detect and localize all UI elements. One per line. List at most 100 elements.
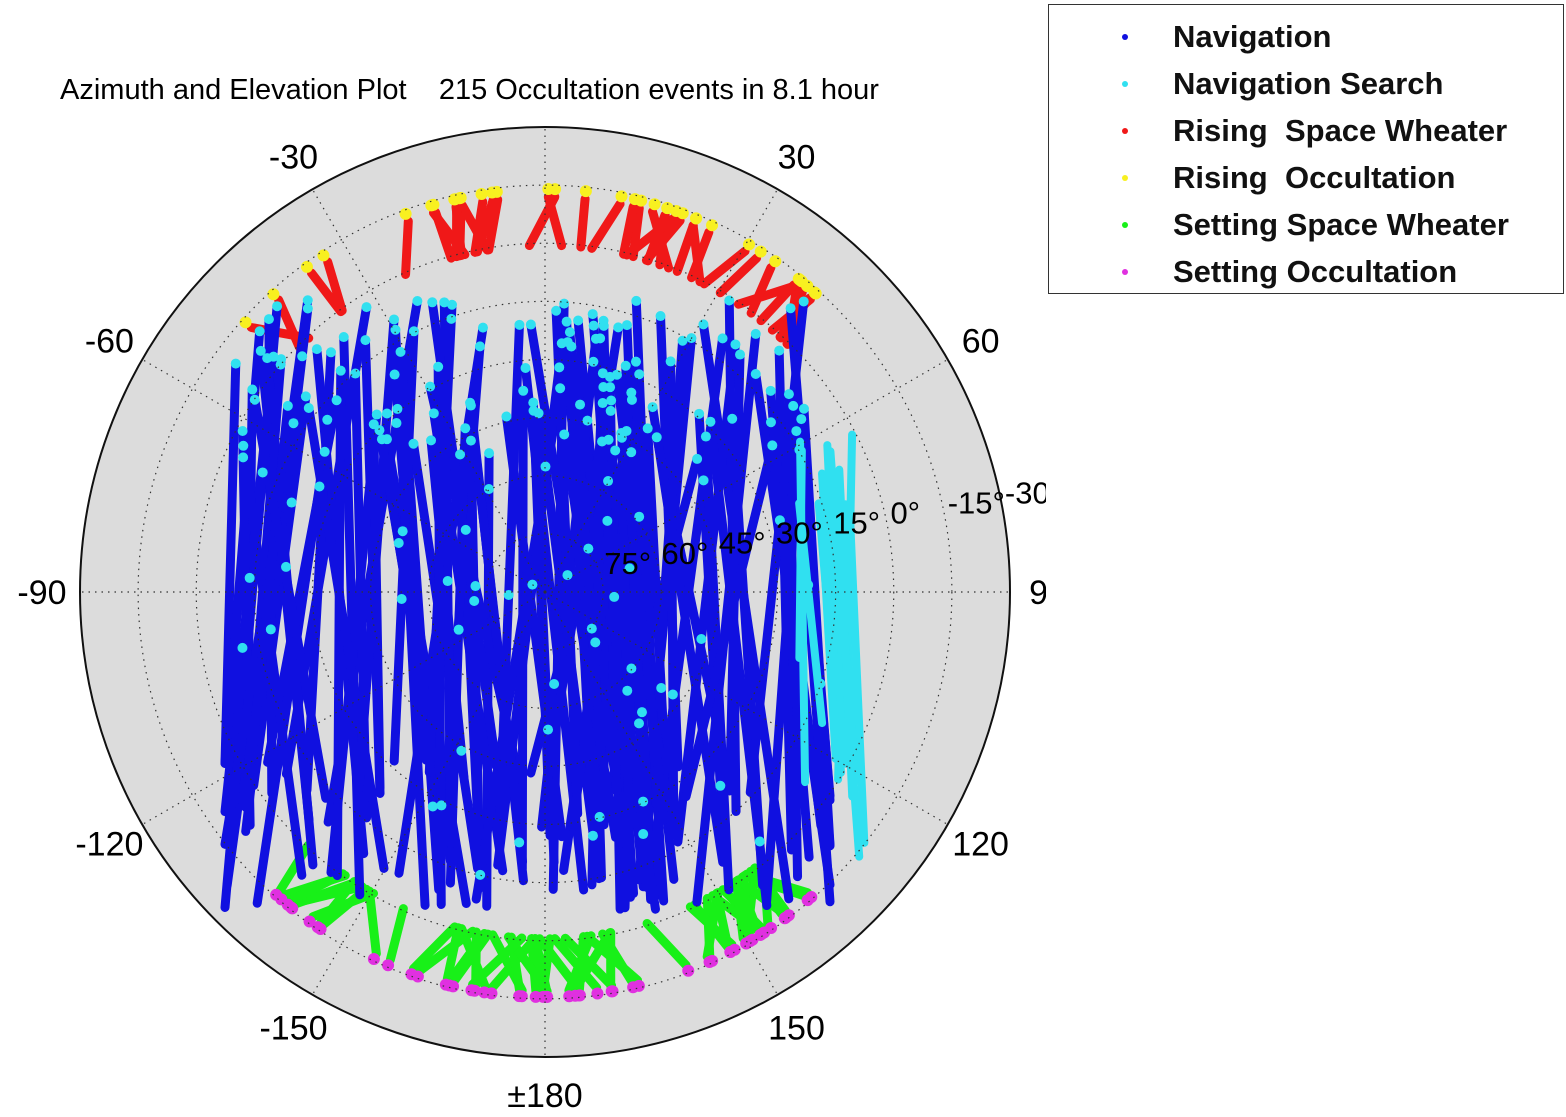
navigation-search-point <box>636 707 647 718</box>
azimuth-tick-label: 120 <box>952 826 1009 864</box>
setting-space-wheater-track <box>538 934 555 996</box>
navigation-search-point <box>727 413 738 424</box>
navigation-search-point <box>694 408 705 419</box>
rising-occultation-point <box>648 198 661 211</box>
navigation-search-point <box>453 624 464 635</box>
navigation-track <box>250 395 331 803</box>
navigation-search-point <box>564 327 575 338</box>
navigation-search-point <box>275 359 286 370</box>
navigation-search-point <box>460 524 471 535</box>
navigation-search-point <box>483 484 494 495</box>
legend-label: Setting Occultation <box>1173 254 1458 289</box>
rising-space-wheater-track <box>699 246 750 289</box>
navigation-track <box>433 362 446 909</box>
navigation-search-point <box>395 346 406 357</box>
elevation-grid-circle <box>370 417 720 767</box>
navigation-search-point <box>455 449 466 460</box>
navigation-search-point <box>551 305 562 316</box>
navigation-search-point <box>442 576 453 587</box>
navigation-search-point <box>765 385 776 396</box>
rising-space-wheater-track <box>628 203 644 262</box>
azimuth-tick-label: 90 <box>1029 574 1046 612</box>
navigation-search-point <box>319 446 330 457</box>
navigation-search-point <box>620 360 631 371</box>
series-rising-occultation <box>239 183 822 329</box>
navigation-search-point <box>677 335 688 346</box>
navigation-search-point <box>297 351 308 362</box>
navigation-search-point <box>237 426 248 437</box>
navigation-search-point <box>647 402 658 413</box>
navigation-search-point <box>447 299 458 310</box>
navigation-search-point <box>397 526 408 537</box>
navigation-track <box>465 398 528 867</box>
rising-occultation-point <box>486 186 499 199</box>
setting-space-wheater-track <box>446 928 489 985</box>
setting-occultation-point <box>405 968 418 981</box>
setting-space-wheater-track <box>442 923 463 984</box>
navigation-search-point <box>446 313 457 324</box>
elevation-grid-circle <box>486 533 604 651</box>
rising-occultation-point <box>542 183 555 196</box>
navigation-search-point <box>501 411 512 422</box>
navigation-search-point <box>389 314 400 325</box>
navigation-search-point <box>465 435 476 446</box>
navigation-search-point <box>765 417 776 428</box>
navigation-search-point <box>392 403 403 414</box>
legend-label: Navigation Search <box>1173 66 1444 101</box>
navigation-search-point <box>586 623 597 634</box>
navigation-search-point <box>603 476 614 487</box>
elevation-tick-label: 15° <box>833 506 880 541</box>
navigation-search-point <box>788 400 799 411</box>
navigation-search-point <box>302 303 313 314</box>
navigation-search-point <box>588 356 599 367</box>
polar-plot-area <box>79 126 1011 1058</box>
navigation-search-point <box>376 434 387 445</box>
navigation-search-point <box>412 295 423 306</box>
polar-chart: Azimuth and Elevation Plot 215 Occultati… <box>17 74 1046 1115</box>
elevation-grid-circle <box>428 475 662 709</box>
navigation-search-track <box>817 515 840 763</box>
navigation-search-point <box>605 405 616 416</box>
navigation-search-point <box>527 579 538 590</box>
navigation-track <box>617 433 635 902</box>
setting-occultation-point <box>682 964 695 977</box>
rising-space-wheater-track <box>484 195 503 255</box>
navigation-search-point <box>325 347 336 358</box>
rising-occultation-point <box>628 193 641 206</box>
setting-occultation-point <box>382 959 395 972</box>
navigation-search-point <box>408 438 419 449</box>
navigation-search-point <box>651 432 662 443</box>
elevation-tick-labels: 75° 60° 45° 30° 15° 0° -15°-30° <box>604 475 1046 581</box>
legend-label: Rising Space Wheater <box>1173 113 1508 148</box>
navigation-search-point <box>263 314 274 325</box>
navigation-search-point <box>610 445 621 456</box>
navigation-search-point <box>254 326 265 337</box>
setting-occultation-point <box>311 921 324 934</box>
navigation-search-point <box>626 387 637 398</box>
elevation-grid-circle <box>311 358 779 826</box>
navigation-search-point <box>561 316 572 327</box>
setting-space-wheater-track <box>291 877 360 909</box>
elevation-grid-circle <box>195 242 895 942</box>
navigation-track <box>369 419 385 793</box>
rising-occultation-point <box>239 316 252 329</box>
rising-space-wheater-track <box>641 216 685 265</box>
navigation-search-point <box>555 383 566 394</box>
navigation-search-point <box>634 369 645 380</box>
navigation-search-point <box>665 356 676 367</box>
setting-space-wheater-track <box>385 904 408 965</box>
rising-space-wheater-track <box>401 216 413 279</box>
navigation-search-point <box>360 335 371 346</box>
navigation-search-point <box>655 311 666 322</box>
setting-occultation-point <box>591 987 604 1000</box>
rising-space-wheater-track <box>431 207 456 263</box>
navigation-track <box>725 350 745 796</box>
navigation-search-point <box>288 418 299 429</box>
rising-occultation-point <box>754 245 767 258</box>
navigation-search-point <box>518 385 529 396</box>
setting-occultation-point <box>281 898 294 911</box>
elevation-tick-label: 60° <box>661 536 708 571</box>
rising-space-wheater-track <box>543 192 567 251</box>
navigation-track <box>332 366 346 881</box>
navigation-search-point <box>249 394 260 405</box>
